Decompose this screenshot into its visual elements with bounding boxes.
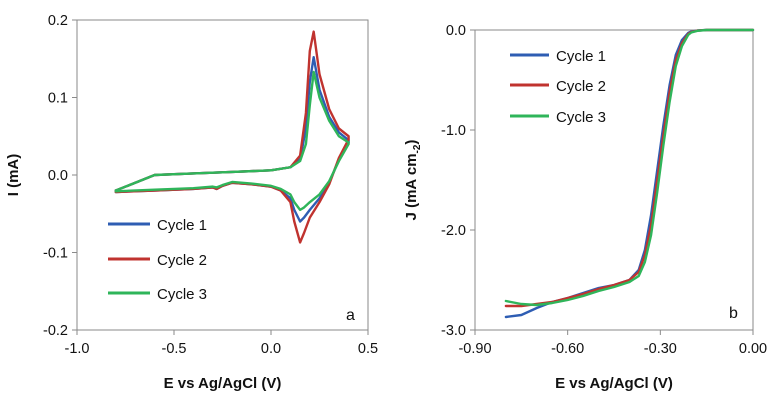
series-line-cycle-1 [504,28,755,319]
x-tick-label: -0.90 [458,341,491,357]
y-tick-label: -0.2 [43,323,68,339]
legend-label-cycle-3: Cycle 3 [157,286,207,303]
panel-b-polarization-curve: -3.0 -2.0 -1.0 0.0 -0.90 -0.60 -0.30 0.00 E vs A… [403,23,767,392]
y-tick-label: -2.0 [441,223,466,239]
x-tick-label: 0.5 [358,341,378,357]
y-tick-label: 0.0 [48,168,68,184]
y-axis-title-text: J (mA cm [403,153,420,220]
x-tick-label: -1.0 [65,341,90,357]
y-tick-label: -3.0 [441,323,466,339]
legend-label-cycle-3: Cycle 3 [556,109,606,126]
panel-label: a [346,307,355,324]
series-line-cycle-3 [504,28,755,307]
y-tick-label: 0.1 [48,91,68,107]
y-tick-label: 0.0 [446,23,466,39]
panel-a-cyclic-voltammogram: -0.2 -0.1 0.0 0.1 0.2 -1.0 -0.5 0.0 0.5 E vs Ag/A… [5,13,378,392]
plot-frame [474,29,754,331]
x-tick-label: -0.30 [644,341,677,357]
panel-label: b [729,305,738,322]
x-tick-label: 0.0 [261,341,281,357]
y-axis-title-text: I (mA) [5,154,22,197]
legend-label-cycle-2: Cycle 2 [157,252,207,269]
y-tick-label: -0.1 [43,246,68,262]
y-axis-title: J (mA cm-2) [403,140,423,221]
plot-frame [76,19,369,331]
series-line-cycle-2 [504,28,755,308]
legend-label-cycle-1: Cycle 1 [556,48,606,65]
legend-label-cycle-2: Cycle 2 [556,78,606,95]
x-axis-title: E vs Ag/AgCl (V) [164,375,282,392]
y-tick-label: 0.2 [48,13,68,29]
y-axis-title: I (mA) [5,154,22,197]
x-tick-label: -0.5 [162,341,187,357]
series-line-cycle-3 [114,70,350,212]
y-tick-label: -1.0 [441,123,466,139]
x-tick-label: 0.00 [739,341,767,357]
y-axis-title-subscript: -2 [412,144,423,153]
x-tick-label: -0.60 [551,341,584,357]
x-axis-title: E vs Ag/AgCl (V) [555,375,673,392]
legend-label-cycle-1: Cycle 1 [157,217,207,234]
y-axis-title-close: ) [403,140,420,145]
